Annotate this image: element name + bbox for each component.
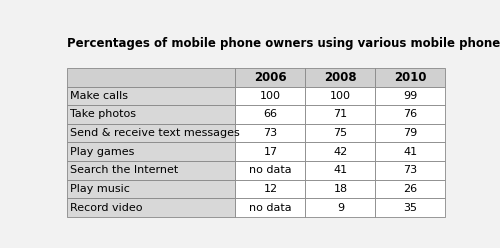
Text: 9: 9: [337, 203, 344, 213]
Bar: [67, 87, 235, 105]
Bar: [67, 180, 235, 198]
Text: 99: 99: [403, 91, 417, 101]
Text: 12: 12: [264, 184, 278, 194]
Text: 41: 41: [334, 165, 347, 175]
Text: no data: no data: [249, 165, 292, 175]
Text: no data: no data: [249, 203, 292, 213]
Bar: [376, 68, 446, 87]
Text: Send & receive text messages: Send & receive text messages: [70, 128, 240, 138]
Text: 66: 66: [264, 110, 278, 120]
Text: 71: 71: [334, 110, 347, 120]
Bar: [376, 161, 446, 180]
Bar: [67, 124, 235, 142]
Bar: [67, 161, 235, 180]
Text: 75: 75: [334, 128, 347, 138]
Text: 26: 26: [404, 184, 417, 194]
Bar: [306, 161, 376, 180]
Bar: [306, 105, 376, 124]
Text: Record video: Record video: [70, 203, 143, 213]
Bar: [306, 68, 376, 87]
Text: 2006: 2006: [254, 71, 286, 84]
Bar: [376, 180, 446, 198]
Bar: [306, 124, 376, 142]
Text: 35: 35: [404, 203, 417, 213]
Text: Play music: Play music: [70, 184, 130, 194]
Text: Search the Internet: Search the Internet: [70, 165, 178, 175]
Bar: [306, 198, 376, 217]
Text: 18: 18: [334, 184, 347, 194]
Bar: [376, 198, 446, 217]
Bar: [67, 142, 235, 161]
Bar: [236, 124, 306, 142]
Bar: [236, 87, 306, 105]
Bar: [67, 198, 235, 217]
Text: 73: 73: [264, 128, 278, 138]
Bar: [236, 161, 306, 180]
Text: Make calls: Make calls: [70, 91, 128, 101]
Text: 100: 100: [330, 91, 351, 101]
Text: Play games: Play games: [70, 147, 134, 157]
Text: 2010: 2010: [394, 71, 426, 84]
Bar: [306, 142, 376, 161]
Text: 73: 73: [404, 165, 417, 175]
Text: 2008: 2008: [324, 71, 356, 84]
Bar: [306, 87, 376, 105]
Text: 79: 79: [403, 128, 417, 138]
Text: 41: 41: [404, 147, 417, 157]
Bar: [236, 198, 306, 217]
Text: 76: 76: [404, 110, 417, 120]
Text: Take photos: Take photos: [70, 110, 136, 120]
Bar: [236, 142, 306, 161]
Bar: [236, 180, 306, 198]
Text: Percentages of mobile phone owners using various mobile phone features: Percentages of mobile phone owners using…: [67, 37, 500, 50]
Text: 17: 17: [264, 147, 278, 157]
Bar: [67, 105, 235, 124]
Text: 100: 100: [260, 91, 281, 101]
Bar: [376, 105, 446, 124]
Bar: [376, 142, 446, 161]
Bar: [236, 68, 306, 87]
Text: 42: 42: [334, 147, 347, 157]
Bar: [67, 68, 235, 87]
Bar: [236, 105, 306, 124]
Bar: [376, 124, 446, 142]
Bar: [376, 87, 446, 105]
Bar: [306, 180, 376, 198]
